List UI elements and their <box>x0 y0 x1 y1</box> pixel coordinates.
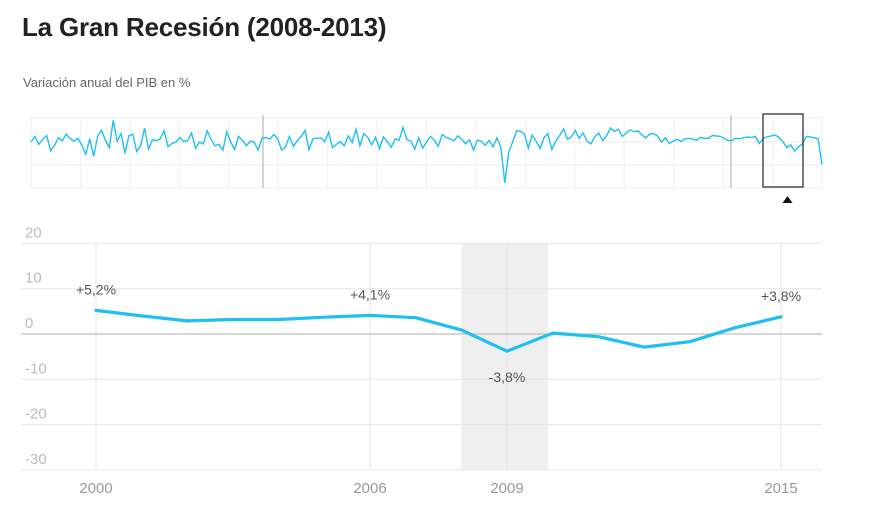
chart-title: La Gran Recesión (2008-2013) <box>22 12 387 42</box>
y-tick-label: -30 <box>25 451 47 468</box>
main-plot: 20 10 0 -10 -20 -30 2000 2006 2009 2015 +5,2% +4,1%… <box>21 224 822 497</box>
overview-series-line <box>30 120 823 183</box>
y-tick-label: 0 <box>25 315 33 332</box>
overview-navigator[interactable] <box>30 113 823 203</box>
chart-subtitle: Variación anual del PIB en % <box>23 75 191 90</box>
x-tick-label: 2015 <box>764 480 797 497</box>
y-tick-label: -20 <box>25 406 47 423</box>
data-label: +4,1% <box>350 286 390 302</box>
data-label: +5,2% <box>76 281 116 297</box>
data-label: -3,8% <box>489 369 526 385</box>
gdp-series-line <box>94 308 783 353</box>
triangle-up-icon[interactable] <box>782 196 793 203</box>
y-tick-label: -10 <box>25 360 47 377</box>
overview-brush[interactable] <box>762 113 804 188</box>
data-label: +3,8% <box>761 288 801 304</box>
y-tick-label: 20 <box>25 224 42 241</box>
y-tick-label: 10 <box>25 270 42 287</box>
x-tick-label: 2009 <box>490 480 523 497</box>
x-tick-label: 2006 <box>353 480 386 497</box>
recession-band <box>461 243 549 470</box>
x-tick-label: 2000 <box>79 480 112 497</box>
